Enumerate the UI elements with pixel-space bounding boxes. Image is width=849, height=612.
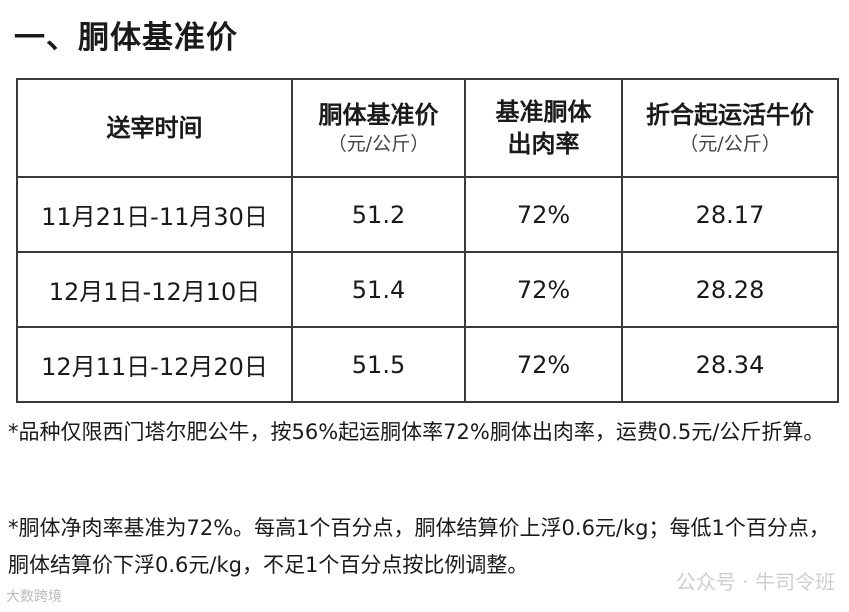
cell-live-price: 28.34: [621, 326, 839, 403]
cell-live-price: 28.17: [621, 176, 839, 253]
cell-yield-rate: 72%: [464, 176, 623, 253]
footnote-yield-adjustment: *胴体净肉率基准为72%。每高1个百分点，胴体结算价上浮0.6元/kg；每低1个…: [8, 516, 830, 577]
cell-period: 12月1日-12月10日: [16, 251, 293, 328]
watermark-right: 公众号 · 牛司令班: [675, 570, 835, 594]
price-table: 送宰时间 胴体基准价 （元/公斤） 基准胴体 出肉率 折合起运活牛价 （元/公斤…: [16, 78, 839, 403]
cell-yield-rate: 72%: [464, 251, 623, 328]
cell-carcass-price: 51.2: [291, 176, 466, 253]
watermark-left: 大数跨境: [6, 589, 62, 605]
table-row: 11月21日-11月30日 51.2 72% 28.17: [16, 176, 839, 253]
header-cell-yield-rate: 基准胴体 出肉率: [464, 78, 623, 178]
table-row: 12月1日-12月10日 51.4 72% 28.28: [16, 251, 839, 328]
table-row: 12月11日-12月20日 51.5 72% 28.34: [16, 326, 839, 403]
header-cell-carcass-price: 胴体基准价 （元/公斤）: [291, 78, 466, 178]
cell-carcass-price: 51.4: [291, 251, 466, 328]
cell-period: 11月21日-11月30日: [16, 176, 293, 253]
cell-carcass-price: 51.5: [291, 326, 466, 403]
cell-yield-rate: 72%: [464, 326, 623, 403]
header-cell-live-price: 折合起运活牛价 （元/公斤）: [621, 78, 839, 178]
cell-period: 12月11日-12月20日: [16, 326, 293, 403]
table-header-row: 送宰时间 胴体基准价 （元/公斤） 基准胴体 出肉率 折合起运活牛价 （元/公斤…: [16, 78, 839, 178]
header-cell-period: 送宰时间: [16, 78, 293, 178]
page-title: 一、胴体基准价: [14, 20, 238, 56]
cell-live-price: 28.28: [621, 251, 839, 328]
footnote-breed: *品种仅限西门塔尔肥公牛，按56%起运胴体率72%胴体出肉率，运费0.5元/公斤…: [8, 420, 825, 444]
